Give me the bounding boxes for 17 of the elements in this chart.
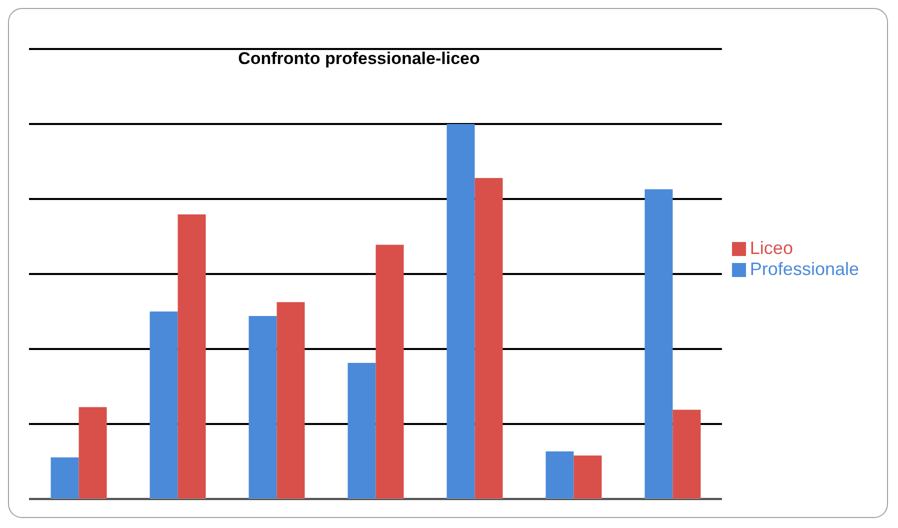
bar	[474, 178, 503, 499]
bar	[348, 362, 376, 499]
bar	[276, 302, 305, 499]
bar	[446, 124, 475, 499]
bar	[546, 451, 574, 499]
bar	[248, 316, 277, 499]
bar	[672, 410, 701, 499]
legend-label: Professionale	[750, 259, 859, 279]
bar	[178, 214, 206, 499]
bar	[376, 244, 404, 499]
legend-label: Liceo	[750, 238, 793, 258]
bar	[78, 407, 107, 499]
bar	[50, 457, 79, 499]
bar	[644, 189, 673, 499]
chart-title: Confronto professionale-liceo	[237, 49, 481, 69]
bar	[574, 456, 602, 499]
bar	[150, 312, 178, 499]
